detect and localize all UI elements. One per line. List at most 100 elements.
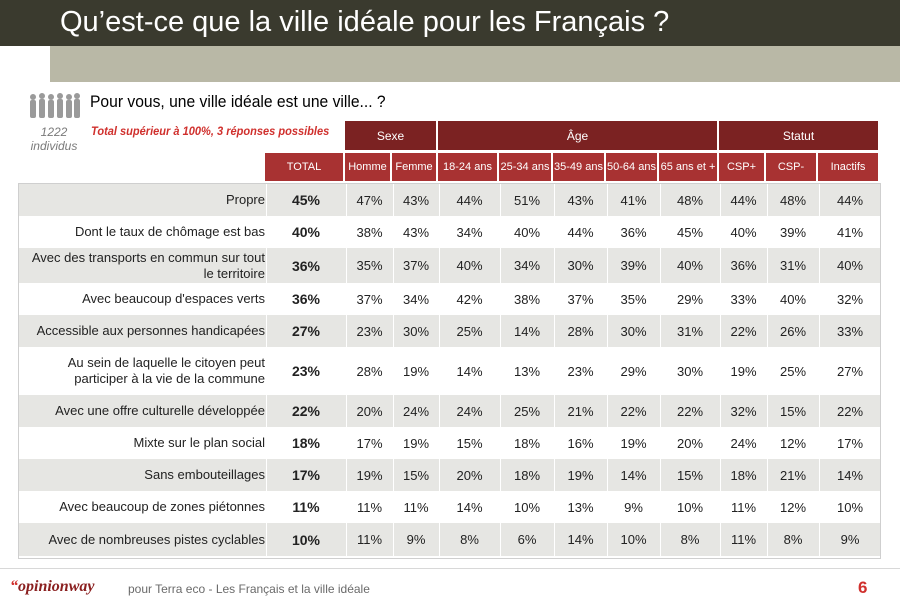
value-cell: 22% — [720, 315, 766, 347]
total-cell: 40% — [266, 216, 345, 248]
row-label: Avec des transports en commun sur tout l… — [31, 249, 265, 281]
value-cell: 25% — [500, 395, 553, 427]
value-cell: 15% — [439, 427, 499, 459]
value-cell: 19% — [607, 427, 659, 459]
table-row: Accessible aux personnes handicapées 27% 2… — [19, 315, 880, 347]
value-cell: 8% — [439, 523, 499, 556]
value-cell: 22% — [660, 395, 719, 427]
question-text: Pour vous, une ville idéale est une vill… — [90, 92, 386, 111]
value-cell: 35% — [607, 283, 659, 315]
total-cell: 27% — [266, 315, 345, 347]
value-cell: 43% — [393, 184, 438, 216]
value-cell: 34% — [393, 283, 438, 315]
column-header: CSP+ — [719, 153, 764, 181]
value-cell: 14% — [439, 491, 499, 523]
value-cell: 12% — [767, 491, 818, 523]
total-cell: 36% — [266, 248, 345, 283]
row-label: Avec beaucoup de zones piétonnes — [59, 499, 265, 514]
value-cell: 24% — [720, 427, 766, 459]
value-cell: 44% — [720, 184, 766, 216]
value-cell: 15% — [767, 395, 818, 427]
value-cell: 9% — [393, 523, 438, 556]
table-row: Au sein de laquelle le citoyen peut part… — [19, 347, 880, 395]
row-label: Avec une offre culturelle développée — [55, 403, 265, 418]
table-row: Avec beaucoup de zones piétonnes 11% 11% 11… — [19, 491, 880, 523]
row-label: Avec de nombreuses pistes cyclables — [48, 531, 265, 547]
value-cell: 18% — [500, 459, 553, 491]
table-row: Avec des transports en commun sur tout l… — [19, 248, 880, 283]
value-cell: 33% — [819, 315, 880, 347]
value-cell: 15% — [660, 459, 719, 491]
row-label: Mixte sur le plan social — [133, 435, 266, 450]
value-cell: 32% — [819, 283, 880, 315]
total-cell: 18% — [266, 427, 345, 459]
value-cell: 17% — [819, 427, 880, 459]
value-cell: 15% — [393, 459, 438, 491]
value-cell: 10% — [660, 491, 719, 523]
value-cell: 14% — [439, 347, 499, 395]
value-cell: 23% — [346, 315, 392, 347]
value-cell: 24% — [393, 395, 438, 427]
total-cell: 17% — [266, 459, 345, 491]
title-bar: Qu’est-ce que la ville idéale pour les F… — [0, 0, 900, 46]
total-cell: 22% — [266, 395, 345, 427]
value-cell: 40% — [500, 216, 553, 248]
value-cell: 22% — [607, 395, 659, 427]
value-cell: 51% — [500, 184, 553, 216]
value-cell: 30% — [607, 315, 659, 347]
value-cell: 37% — [393, 248, 438, 283]
table-row: Dont le taux de chômage est bas 40% 38% 43%… — [19, 216, 880, 248]
value-cell: 19% — [554, 459, 606, 491]
value-cell: 48% — [767, 184, 818, 216]
value-cell: 25% — [439, 315, 499, 347]
header-band — [50, 46, 900, 82]
value-cell: 21% — [767, 459, 818, 491]
group-header-age: Âge — [438, 121, 717, 150]
value-cell: 11% — [720, 523, 766, 556]
value-cell: 13% — [500, 347, 553, 395]
brand-logo: “opinionway — [10, 578, 95, 595]
value-cell: 32% — [720, 395, 766, 427]
value-cell: 34% — [439, 216, 499, 248]
table-row: Avec de nombreuses pistes cyclables 10% 11… — [19, 523, 880, 556]
row-label: Avec beaucoup d'espaces verts — [82, 291, 265, 306]
value-cell: 11% — [393, 491, 438, 523]
value-cell: 36% — [607, 216, 659, 248]
value-cell: 10% — [819, 491, 880, 523]
value-cell: 48% — [660, 184, 719, 216]
column-header: Femme — [392, 153, 436, 181]
group-header-sexe: Sexe — [345, 121, 436, 150]
value-cell: 10% — [500, 491, 553, 523]
value-cell: 11% — [720, 491, 766, 523]
value-cell: 14% — [500, 315, 553, 347]
value-cell: 20% — [439, 459, 499, 491]
column-header: 35-49 ans — [553, 153, 604, 181]
value-cell: 19% — [720, 347, 766, 395]
value-cell: 21% — [554, 395, 606, 427]
table-row: Propre 45% 47% 43% 44% 51% 43% 41% 48% 44% 48% 44% — [19, 184, 880, 216]
column-header: CSP- — [766, 153, 816, 181]
note-text: Total supérieur à 100%, 3 réponses possi… — [91, 124, 330, 138]
table-row: Sans embouteillages 17% 19% 15% 20% 18% 19% 14%… — [19, 459, 880, 491]
total-cell: 23% — [266, 347, 345, 395]
value-cell: 18% — [720, 459, 766, 491]
value-cell: 31% — [767, 248, 818, 283]
value-cell: 20% — [660, 427, 719, 459]
value-cell: 39% — [767, 216, 818, 248]
row-label: Accessible aux personnes handicapées — [36, 323, 265, 338]
value-cell: 11% — [346, 491, 392, 523]
value-cell: 30% — [554, 248, 606, 283]
value-cell: 29% — [660, 283, 719, 315]
value-cell: 40% — [720, 216, 766, 248]
value-cell: 40% — [819, 248, 880, 283]
sample-size: 1222 individus — [30, 125, 78, 153]
value-cell: 41% — [607, 184, 659, 216]
total-cell: 45% — [266, 184, 345, 216]
value-cell: 12% — [767, 427, 818, 459]
column-header: TOTAL — [265, 153, 343, 181]
value-cell: 27% — [819, 347, 880, 395]
row-label: Sans embouteillages — [144, 467, 265, 482]
table-row: Avec beaucoup d'espaces verts 36% 37% 34% 42… — [19, 283, 880, 315]
total-cell: 36% — [266, 283, 345, 315]
value-cell: 19% — [393, 347, 438, 395]
